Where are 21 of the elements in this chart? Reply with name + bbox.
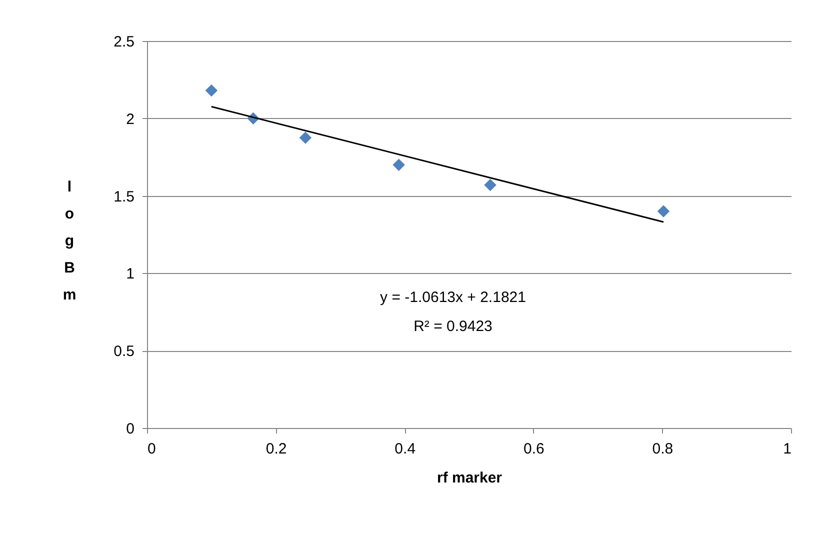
y-tick-label: 1 xyxy=(126,266,134,283)
annotation: R² = 0.9423 xyxy=(414,318,492,335)
x-tick-label: 0.6 xyxy=(523,440,544,458)
point xyxy=(657,205,670,218)
y-tick-label: 1.5 xyxy=(114,188,134,206)
y-tick-label: 0 xyxy=(126,420,134,438)
point xyxy=(392,158,405,171)
y-tick-label: 2.5 xyxy=(114,34,134,50)
x-tick-label: 0.2 xyxy=(266,440,287,458)
y-axis-title: log Bm xyxy=(62,178,76,304)
point xyxy=(299,132,312,144)
point xyxy=(484,178,496,192)
x-tick-label: 0.8 xyxy=(652,440,674,458)
x-tick-label: 1 xyxy=(783,440,792,458)
x-tick-label: 0.4 xyxy=(394,440,416,458)
y-tick-label: 2 xyxy=(126,110,134,128)
y-tick-label: 0.5 xyxy=(114,343,134,360)
x-axis-title: rf marker xyxy=(436,470,502,486)
point xyxy=(205,84,218,97)
annotation: y = -1.0613x + 2.1821 xyxy=(380,289,526,306)
x-tick-label: 0 xyxy=(148,440,156,458)
